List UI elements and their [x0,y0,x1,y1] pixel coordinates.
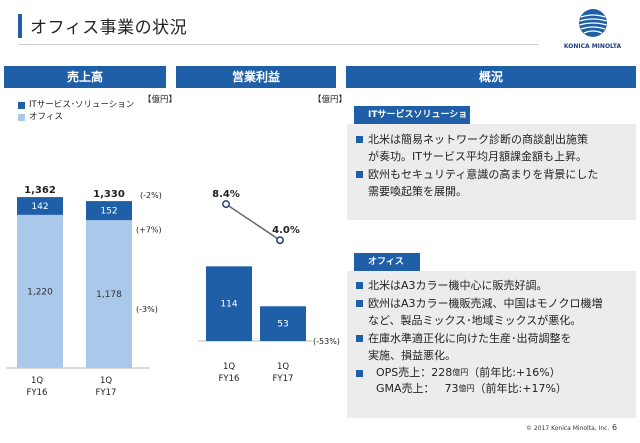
bullet-square-icon [356,171,363,178]
bullet-line: 北米はA3カラー機中心に販売好調。 [368,279,548,292]
konica-minolta-logo: KONICA MINOLTA [555,8,630,50]
gma-value: 73 [444,382,459,395]
gma-unit: 億円 [458,384,475,393]
profit-section-header: 営業利益 [176,66,336,88]
bullet-square-icon [356,335,363,342]
ops-gma-bullet: OPS売上： 228 億円 （前年比:+16%） GMA売上： 73 億円 （前… [356,365,634,397]
title-accent-bar [18,14,22,38]
bullet-line: 実施、損益悪化。 [368,349,456,362]
bar-value-label: 114 [220,300,237,310]
sales-unit-label: 【億円】 [143,95,178,105]
legend-label-it: ITサービス･ソリューション [29,100,135,110]
bullet-line: が奏功。ITサービス平均月額課金額も上昇。 [368,150,587,163]
bullet-item: 北米は簡易ネットワーク診断の商談創出施策 が奏功。ITサービス平均月額課金額も上… [356,131,634,165]
sales-chart: 1,220 142 1,362 1Q FY16 1,178 152 1,330 1Q FY17 (-… [6,185,162,398]
bar-value-label: 53 [277,320,288,330]
x-tick-label-quarter: 1Q [223,362,235,372]
office-bullets: 北米はA3カラー機中心に販売好調。 欧州はA3カラー機販売減、中国はモノクロ機増… [356,277,634,398]
office-subheader: オフィス [354,253,420,271]
x-tick-label-year: FY17 [96,388,117,398]
bar-office [86,220,132,368]
change-label-profit: (-53%) [313,337,340,346]
bullet-item: 欧州もセキュリティ意識の高まりを背景にした 需要喚起策を展開。 [356,166,634,200]
x-tick-label-year: FY17 [273,374,294,384]
bar-office [17,214,63,368]
ops-change: （前年比:+16%） [468,366,561,379]
bullet-line: 欧州もセキュリティ意識の高まりを背景にした [368,168,599,181]
margin-line [225,203,281,241]
it-services-bullets: 北米は簡易ネットワーク診断の商談創出施策 が奏功。ITサービス平均月額課金額も上… [356,131,634,201]
bullet-square-icon [356,300,363,307]
bar-operating-profit [260,306,306,341]
x-tick-label-quarter: 1Q [31,376,43,386]
it-services-subheader: ITサービスソリューション [354,106,470,138]
margin-label: 8.4% [212,189,240,200]
title-divider [18,44,538,45]
x-tick-label-quarter: 1Q [100,376,112,386]
bullet-line: 北米は簡易ネットワーク診断の商談創出施策 [368,133,588,146]
gma-sales-line: GMA売上： 73 億円 （前年比:+17%） [376,381,634,397]
copyright-notice: © 2017 Konica Minolta, Inc. [526,425,610,432]
bullet-item: 在庫水準適正化に向けた生産･出荷調整を 実施、損益悪化。 [356,330,634,364]
slide-title: オフィス事業の状況 [30,18,188,38]
x-tick-label-year: FY16 [27,388,48,398]
bar-label-office: 1,178 [96,290,122,300]
bar-total-label: 1,330 [93,189,125,200]
sales-legend: ITサービス･ソリューション オフィス [18,99,134,123]
bullet-square-icon [356,136,363,143]
gma-change: （前年比:+17%） [474,382,567,395]
bar-label-it: 142 [31,202,48,212]
margin-label: 4.0% [272,225,300,236]
ops-label: OPS売上： [376,366,432,379]
bar-label-office: 1,220 [27,287,53,297]
ops-unit: 億円 [452,368,469,377]
ops-value: 228 [431,366,453,379]
bullet-line: 在庫水準適正化に向けた生産･出荷調整を [368,332,572,345]
globe-logo-icon [578,9,607,37]
bar-it-services [86,201,132,221]
bar-operating-profit [206,266,252,341]
margin-point [222,200,230,209]
margin-point [276,236,284,245]
change-label-it: (+7%) [136,226,162,235]
bullet-item: 欧州はA3カラー機販売減、中国はモノクロ機増 など、製品ミックス･地域ミックスが… [356,295,634,329]
legend-entry-office: オフィス [18,111,134,123]
overview-section-header: 概況 [346,66,636,88]
legend-swatch-office [18,113,25,121]
change-label-office: (-3%) [136,305,158,314]
bullet-line: 需要喚起策を展開。 [368,185,467,198]
legend-label-office: オフィス [29,112,63,122]
office-box [347,271,636,418]
bullet-square-icon [356,282,363,289]
bullet-square-icon [356,370,363,377]
x-tick-label-year: FY16 [219,374,240,384]
ops-sales-line: OPS売上： 228 億円 （前年比:+16%） [376,365,634,381]
bullet-line: など、製品ミックス･地域ミックスが悪化。 [368,314,582,327]
gma-label: GMA売上： [376,382,435,395]
bullet-line: 欧州はA3カラー機販売減、中国はモノクロ機増 [368,297,603,310]
legend-entry-it: ITサービス･ソリューション [18,99,134,111]
bar-label-it: 152 [100,207,117,217]
legend-swatch-it [18,101,25,109]
bar-total-label: 1,362 [24,185,56,196]
sales-section-header: 売上高 [4,66,166,88]
bar-it-services [17,197,63,215]
bullet-item: 北米はA3カラー機中心に販売好調。 [356,277,634,294]
page-number: 6 [612,423,618,432]
logo-text: KONICA MINOLTA [563,43,622,50]
x-tick-label-quarter: 1Q [277,362,289,372]
it-services-box [347,124,636,220]
profit-unit-label: 【億円】 [313,95,348,105]
change-label-total: (-2%) [140,191,162,200]
operating-profit-chart: 114 1Q FY16 53 1Q FY17 (-53%) 8.4% 4.0% [198,189,340,384]
